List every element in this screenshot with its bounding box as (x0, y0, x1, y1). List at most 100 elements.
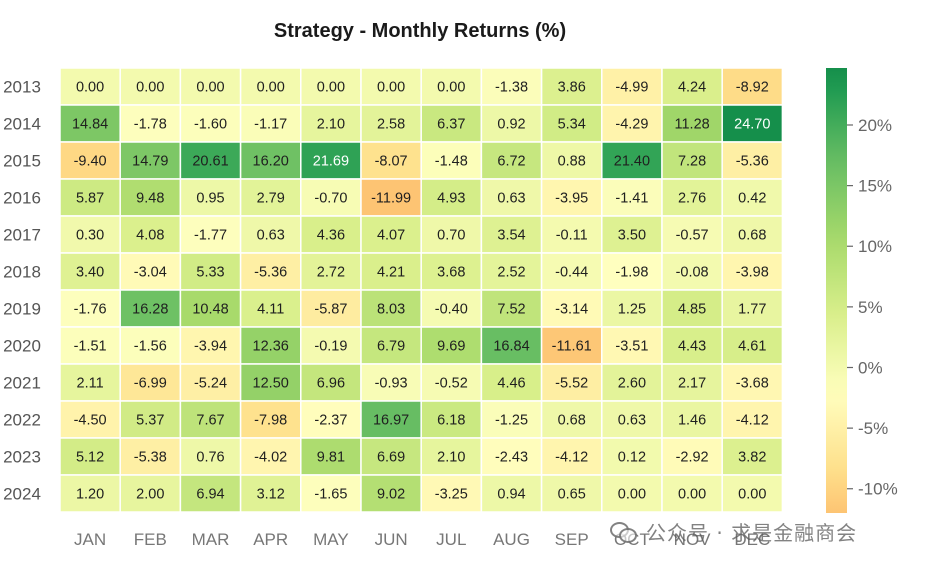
cell-value: 12.50 (253, 376, 289, 392)
cell-value: 0.95 (196, 191, 224, 207)
heatmap-cell (721, 326, 784, 365)
heatmap-cell (119, 289, 182, 328)
cell-value: 0.42 (738, 191, 766, 207)
cell-value: -3.04 (134, 265, 167, 281)
heatmap-cell (59, 67, 121, 106)
cell-value: 20.61 (192, 154, 228, 170)
heatmap-cell (601, 104, 663, 143)
cell-value: 6.72 (497, 154, 525, 170)
heatmap-cell (420, 252, 483, 291)
col-label-aug: AUG (493, 530, 530, 549)
heatmap-cell (540, 104, 603, 143)
heatmap-cell (179, 141, 242, 180)
cell-value: 2.10 (317, 117, 345, 133)
heatmap-cell (721, 474, 784, 513)
cell-value: 4.11 (257, 302, 284, 318)
cell-value: 0.00 (618, 487, 646, 503)
heatmap-cell (721, 104, 784, 143)
heatmap-cell (360, 178, 422, 217)
heatmap-cell (721, 289, 784, 328)
heatmap-cell (239, 289, 302, 328)
cell-value: 3.50 (618, 228, 646, 244)
cell-value: 2.60 (618, 376, 646, 392)
heatmap-cell (721, 437, 784, 476)
cell-value: -5.24 (194, 376, 227, 392)
cell-value: -11.99 (371, 191, 411, 207)
row-label-2020: 2020 (3, 337, 41, 356)
heatmap-cell (300, 326, 362, 365)
heatmap-cell (239, 326, 302, 365)
cell-value: 0.00 (738, 487, 766, 503)
heatmap-cell (420, 141, 483, 180)
cell-value: -3.25 (435, 487, 468, 503)
heatmap-cell (119, 67, 182, 106)
heatmap-cell (420, 363, 483, 402)
cell-value: 2.76 (678, 191, 706, 207)
heatmap-cell (59, 289, 121, 328)
colorbar (826, 68, 847, 513)
cell-value: 4.07 (377, 228, 405, 244)
heatmap-cell (360, 289, 422, 328)
cell-value: 5.34 (558, 117, 586, 133)
cell-value: 3.68 (437, 265, 465, 281)
cell-value: 0.00 (196, 80, 224, 96)
cell-value: -4.12 (555, 450, 588, 466)
heatmap-cell (119, 104, 182, 143)
cell-value: 0.92 (497, 117, 525, 133)
row-label-2013: 2013 (3, 78, 41, 97)
cell-value: 6.18 (437, 413, 465, 429)
cell-value: 4.85 (678, 302, 706, 318)
row-label-2015: 2015 (3, 152, 41, 171)
heatmap-cell (420, 289, 483, 328)
cell-value: -0.70 (314, 191, 347, 207)
heatmap-cell (179, 363, 242, 402)
heatmap-cell (601, 178, 663, 217)
cell-value: 6.69 (377, 450, 405, 466)
cell-value: -2.37 (314, 413, 347, 429)
heatmap-cell (721, 363, 784, 402)
cell-value: 3.86 (558, 80, 586, 96)
cell-value: 9.02 (377, 487, 405, 503)
heatmap-cell (179, 437, 242, 476)
cell-value: 4.43 (678, 339, 706, 355)
cell-value: 9.69 (437, 339, 465, 355)
heatmap-cell (480, 437, 543, 476)
cell-value: 2.11 (77, 376, 104, 392)
row-label-2021: 2021 (3, 374, 41, 393)
watermark: 公众号 · 求是金融商会 (610, 516, 857, 546)
cell-value: 7.52 (497, 302, 525, 318)
heatmap-cell (540, 178, 603, 217)
cell-value: -0.52 (435, 376, 468, 392)
heatmap-cell (360, 252, 422, 291)
cell-value: 0.30 (76, 228, 104, 244)
cell-value: -8.92 (736, 80, 769, 96)
row-label-2018: 2018 (3, 263, 41, 282)
heatmap-cell (480, 104, 543, 143)
row-label-2019: 2019 (3, 300, 41, 319)
heatmap-cell (360, 474, 422, 513)
cell-value: -5.36 (736, 154, 769, 170)
cell-value: 9.48 (136, 191, 164, 207)
cell-value: 0.00 (377, 80, 405, 96)
heatmap-cell (721, 400, 784, 439)
cell-value: 0.00 (257, 80, 285, 96)
colorbar-tick-label: 5% (858, 298, 883, 317)
cell-value: 0.00 (317, 80, 345, 96)
cell-value: 5.37 (136, 413, 164, 429)
cell-value: 4.24 (678, 80, 706, 96)
cell-value: -11.61 (552, 339, 592, 355)
cell-value: -5.87 (314, 302, 347, 318)
cell-value: 4.08 (136, 228, 164, 244)
cell-value: 0.63 (257, 228, 285, 244)
heatmap-cell (179, 326, 242, 365)
cell-value: 21.40 (614, 154, 650, 170)
colorbar-tick-label: -10% (858, 480, 898, 499)
cell-value: 3.82 (738, 450, 766, 466)
cell-value: -3.51 (615, 339, 648, 355)
row-label-2024: 2024 (3, 485, 41, 504)
heatmap-cell (300, 141, 362, 180)
cell-value: -4.12 (736, 413, 769, 429)
cell-value: -3.68 (736, 376, 769, 392)
cell-value: 1.25 (618, 302, 646, 318)
